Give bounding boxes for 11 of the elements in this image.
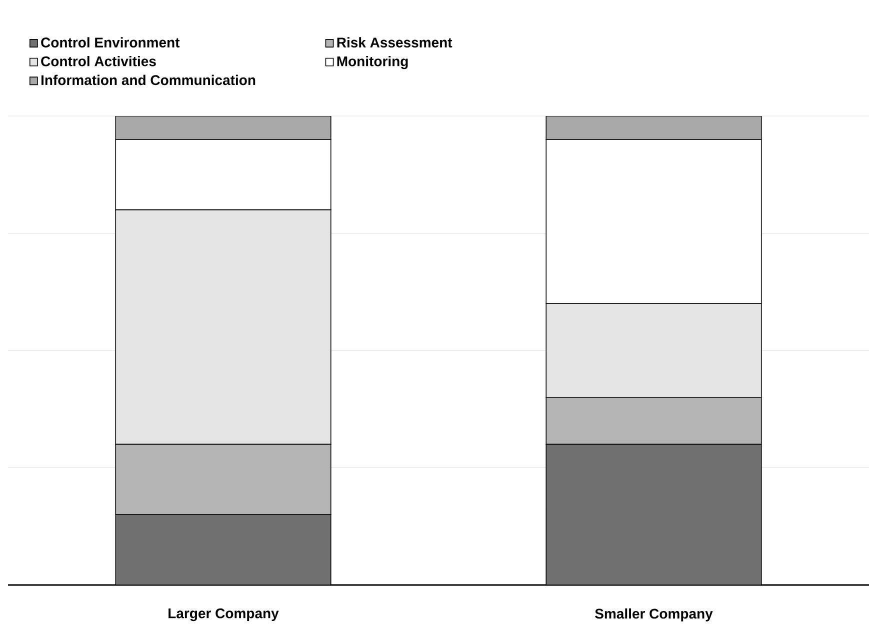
legend-label: Control Environment [41,37,180,48]
legend-label: Risk Assessment [337,37,452,48]
bar [115,116,332,140]
legend-label: Information and Communication [41,74,256,86]
bar [115,514,332,585]
legend-label: Control Activities [41,56,156,66]
bar [546,444,762,585]
bar [546,116,762,140]
x-tick-label: Smaller Company [595,608,713,622]
x-tick-label: Larger Company [168,608,279,622]
legend-label: Monitoring [337,56,408,70]
